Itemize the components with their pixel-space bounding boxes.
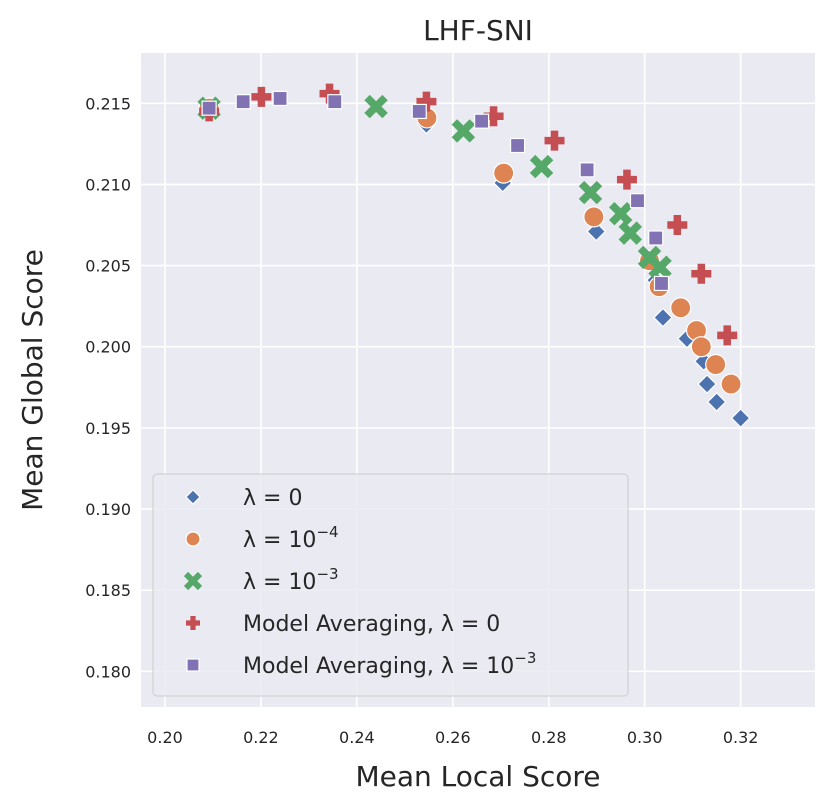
y-tick-label: 0.185: [85, 581, 131, 600]
legend-label-exponent: −3: [316, 565, 338, 583]
legend-marker: [183, 571, 203, 591]
legend-label-main: λ = 10: [243, 570, 316, 595]
y-tick-label: 0.180: [85, 662, 131, 681]
y-tick-label: 0.190: [85, 500, 131, 519]
chart-title: LHF-SNI: [423, 14, 533, 47]
legend-label-exponent: −4: [316, 523, 338, 541]
data-point: [717, 325, 738, 346]
series-4: [201, 90, 670, 292]
legend-label: λ = 10−4: [243, 523, 339, 553]
legend-box: [152, 473, 629, 697]
x-tick-label: 0.22: [243, 728, 279, 747]
data-point: [697, 374, 717, 394]
data-point: [730, 408, 751, 428]
x-tick-label: 0.20: [147, 728, 183, 747]
x-axis-title: Mean Local Score: [355, 760, 600, 793]
data-point: [653, 307, 673, 328]
data-point: [327, 94, 343, 110]
data-point: [411, 103, 427, 120]
data-point: [705, 353, 727, 376]
data-point: [529, 154, 554, 179]
legend-label-exponent: −3: [514, 649, 536, 667]
data-point: [616, 169, 637, 190]
legend-label: λ = 10−3: [243, 565, 339, 595]
series-2: [197, 94, 672, 279]
y-axis-title: Mean Global Score: [16, 249, 49, 511]
data-point: [544, 130, 565, 151]
x-tick-label: 0.30: [627, 728, 663, 747]
legend-label-main: λ = 10: [243, 528, 316, 553]
x-tick-label: 0.32: [723, 728, 759, 747]
legend-label-main: Model Averaging, λ = 0: [243, 612, 500, 637]
legend-marker: [186, 658, 200, 672]
y-tick-label: 0.195: [85, 419, 131, 438]
data-point: [648, 230, 664, 246]
legend-marker: [186, 616, 200, 630]
legend-label: λ = 0: [243, 486, 302, 511]
legend-marker: [185, 489, 201, 505]
y-tick-label: 0.205: [85, 257, 131, 276]
data-point: [609, 201, 633, 226]
data-point: [690, 336, 712, 358]
x-tick-label: 0.28: [531, 728, 567, 747]
legend-label-main: λ = 0: [243, 486, 302, 511]
data-point: [509, 137, 526, 154]
x-tick-label: 0.26: [435, 728, 471, 747]
tick-labels: 0.20 0.22 0.24 0.26 0.28 0.30 0.32 0.180 0.185 0.…: [85, 94, 758, 747]
data-points: [197, 83, 751, 428]
data-point: [618, 221, 643, 245]
data-point: [451, 119, 476, 143]
data-point: [653, 275, 670, 292]
data-point: [648, 255, 672, 279]
legend-label: Model Averaging, λ = 0: [243, 612, 500, 637]
y-tick-label: 0.215: [85, 94, 131, 113]
legend-marker: [185, 531, 201, 547]
data-point: [579, 162, 595, 178]
data-point: [272, 90, 288, 107]
data-point: [578, 180, 603, 205]
data-point: [720, 373, 742, 395]
data-point: [493, 162, 515, 184]
legend-label-main: Model Averaging, λ = 10: [243, 654, 514, 679]
legend-label: Model Averaging, λ = 10−3: [243, 649, 536, 679]
data-point: [670, 297, 692, 319]
data-point: [473, 113, 490, 129]
data-point: [201, 100, 217, 116]
data-point: [691, 263, 712, 284]
data-point: [667, 215, 688, 236]
data-point: [251, 86, 272, 107]
data-point: [706, 392, 727, 412]
data-point: [364, 94, 388, 119]
data-point: [235, 94, 251, 110]
data-point: [583, 206, 605, 228]
y-tick-label: 0.200: [85, 338, 131, 357]
x-tick-label: 0.24: [339, 728, 375, 747]
data-point: [629, 193, 646, 209]
y-tick-label: 0.210: [85, 175, 131, 194]
